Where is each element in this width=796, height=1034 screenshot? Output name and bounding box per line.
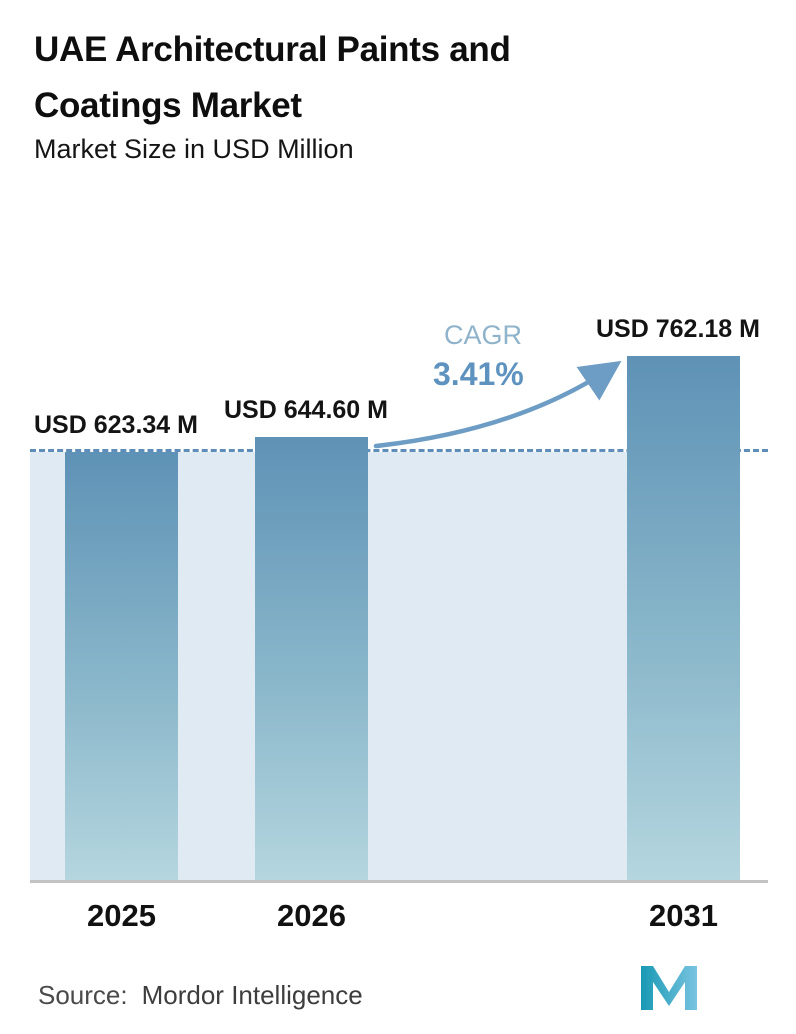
bar-value-label-2025: USD 623.34 M <box>34 410 198 439</box>
bar-value-label-2031: USD 762.18 M <box>596 315 760 344</box>
x-axis-label-2026: 2026 <box>277 898 346 933</box>
cagr-value: 3.41% <box>433 356 524 392</box>
source-line: Source: Mordor Intelligence <box>38 980 363 1011</box>
chart-title: UAE Architectural Paints and Coatings Ma… <box>34 22 511 134</box>
x-axis-label-2031: 2031 <box>649 898 718 933</box>
source-value: Mordor Intelligence <box>141 980 363 1010</box>
mordor-intelligence-logo <box>641 966 697 1010</box>
plot-area: USD 623.34 M 2025 USD 644.60 M 2026 USD 762.… <box>30 315 768 933</box>
chart-subtitle: Market Size in USD Million <box>34 134 354 164</box>
x-axis-label-2025: 2025 <box>87 898 156 933</box>
bar-2026 <box>255 437 368 882</box>
chart-title-line1: UAE Architectural Paints and <box>34 30 511 69</box>
source-label: Source: <box>38 980 128 1010</box>
dashed-line <box>30 448 768 452</box>
bar-value-label-2026: USD 644.60 M <box>224 396 388 425</box>
cagr-arrow-icon <box>373 360 622 449</box>
chart-title-line2: Coatings Market <box>34 86 302 125</box>
x-axis-line <box>30 880 768 883</box>
cagr-label: CAGR <box>444 320 523 350</box>
bar-2025 <box>65 451 178 882</box>
bar-2031 <box>627 356 740 882</box>
